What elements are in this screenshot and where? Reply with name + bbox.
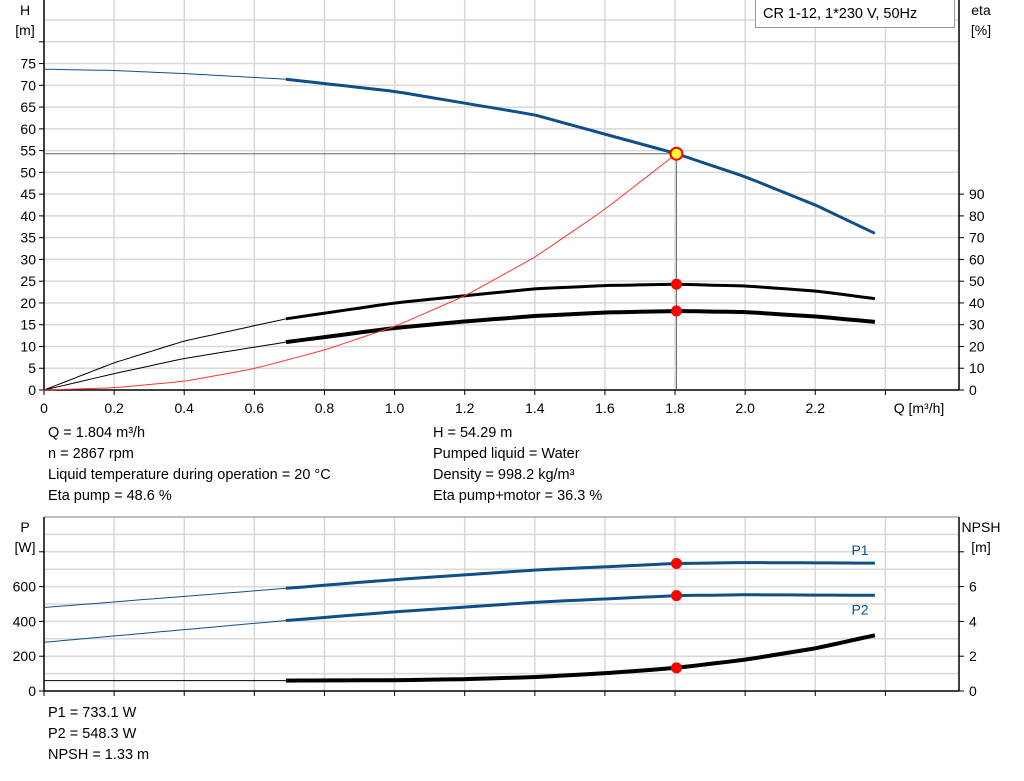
y-right-tick-label: 10	[969, 360, 985, 376]
y-tick-label: 25	[20, 273, 36, 289]
y-tick-label: 35	[20, 230, 36, 246]
y-tick-label: 0	[28, 683, 36, 699]
info-speed: n = 2867 rpm	[48, 446, 134, 462]
info-upper-left: Q = 1.804 m³/h n = 2867 rpm Liquid tempe…	[48, 423, 331, 507]
curve-npsh	[285, 633, 876, 683]
duty-point-eta-pump	[670, 278, 682, 290]
x-tick-label: 2.0	[735, 400, 755, 416]
info-npsh: NPSH = 1.33 m	[48, 747, 150, 763]
y-tick-label: 45	[20, 186, 36, 202]
y-axis-label-right: eta	[971, 2, 991, 18]
y-axis-unit-left: [m]	[15, 22, 34, 38]
x-tick-label: 0.6	[245, 400, 265, 416]
y-tick-label: 40	[20, 208, 36, 224]
y-tick-label: 50	[20, 164, 36, 180]
duty-point-npsh	[670, 662, 682, 674]
y-axis-label-left: H	[20, 2, 30, 18]
y-tick-label: 20	[20, 295, 36, 311]
y-axis-unit-right: [%]	[971, 22, 991, 38]
y-axis-unit-right: [m]	[971, 539, 990, 555]
y-tick-label: 5	[28, 360, 36, 376]
info-lower: P1 = 733.1 W P2 = 548.3 W NPSH = 1.33 m	[48, 703, 149, 766]
y-tick-label: 200	[13, 648, 37, 664]
info-upper-right: H = 54.29 m Pumped liquid = Water Densit…	[433, 423, 602, 507]
info-pumped-liquid: Pumped liquid = Water	[433, 446, 580, 462]
y-tick-label: 0	[28, 382, 36, 398]
info-eta-pump: Eta pump = 48.6 %	[48, 488, 172, 504]
info-flow: Q = 1.804 m³/h	[48, 425, 146, 441]
y-tick-label: 70	[20, 77, 36, 93]
y-tick-label: 60	[20, 121, 36, 137]
y-axis-label-left: P	[20, 519, 29, 535]
y-tick-label: 55	[20, 143, 36, 159]
pump-legend-box: CR 1-12, 1*230 V, 50Hz	[755, 0, 955, 28]
y-axis-unit-left: [W]	[15, 539, 36, 555]
y-tick-label: 10	[20, 338, 36, 354]
curve-eta_total	[285, 309, 876, 345]
x-tick-label: 0.2	[104, 400, 124, 416]
y-tick-label: 600	[13, 579, 37, 595]
y-right-tick-label: 80	[969, 208, 985, 224]
x-tick-label: 1.0	[385, 400, 405, 416]
y-tick-label: 65	[20, 99, 36, 115]
curve-eta_pump-thin	[43, 318, 287, 391]
y-right-tick-label: 0	[969, 382, 977, 398]
x-tick-label: 1.6	[595, 400, 615, 416]
curve-system	[43, 153, 677, 391]
series-label-p2: P2	[851, 601, 868, 617]
x-tick-label: 0.4	[174, 400, 194, 416]
y-right-tick-label: 2	[969, 648, 977, 664]
x-tick-label: 0.8	[315, 400, 335, 416]
info-liquid-temp: Liquid temperature during operation = 20…	[48, 467, 331, 483]
y-right-tick-label: 70	[969, 230, 985, 246]
y-tick-label: 30	[20, 251, 36, 267]
x-tick-label: 1.2	[455, 400, 475, 416]
y-right-tick-label: 30	[969, 317, 985, 333]
y-right-tick-label: 4	[969, 613, 977, 629]
x-axis-label: Q [m³/h]	[894, 400, 945, 416]
x-tick-label: 0	[40, 400, 48, 416]
y-right-tick-label: 20	[969, 338, 985, 354]
curve-head	[285, 77, 876, 235]
y-right-tick-label: 40	[969, 295, 985, 311]
series-label-p1: P1	[851, 542, 868, 558]
x-tick-label: 2.2	[806, 400, 826, 416]
curve-head-thin	[43, 68, 286, 80]
y-axis-label-right: NPSH	[962, 519, 1001, 535]
y-tick-label: 15	[20, 317, 36, 333]
y-right-tick-label: 6	[969, 579, 977, 595]
curve-p2-thin	[43, 620, 286, 643]
curve-p2	[285, 593, 875, 622]
x-tick-label: 1.8	[665, 400, 685, 416]
info-density: Density = 998.2 kg/m³	[433, 467, 575, 483]
curve-p1-thin	[43, 587, 286, 608]
y-right-tick-label: 50	[969, 273, 985, 289]
curve-eta_total-thin	[43, 341, 286, 391]
y-right-tick-label: 0	[969, 683, 977, 699]
curve-p1	[285, 561, 875, 590]
info-eta-total: Eta pump+motor = 36.3 %	[433, 488, 603, 504]
curve-eta_pump	[285, 282, 876, 321]
duty-point-eta-total	[670, 305, 682, 317]
y-right-tick-label: 60	[969, 251, 985, 267]
x-tick-label: 1.4	[525, 400, 545, 416]
info-head: H = 54.29 m	[433, 425, 513, 441]
y-right-tick-label: 90	[969, 186, 985, 202]
duty-point-p2	[670, 590, 682, 602]
duty-point-p1	[670, 557, 682, 569]
y-tick-label: 75	[20, 56, 36, 72]
info-p1: P1 = 733.1 W	[48, 705, 137, 721]
info-p2: P2 = 548.3 W	[48, 726, 137, 742]
pump-model-label: CR 1-12, 1*230 V, 50Hz	[763, 6, 918, 22]
duty-point-head	[669, 146, 684, 161]
y-tick-label: 400	[13, 613, 37, 629]
